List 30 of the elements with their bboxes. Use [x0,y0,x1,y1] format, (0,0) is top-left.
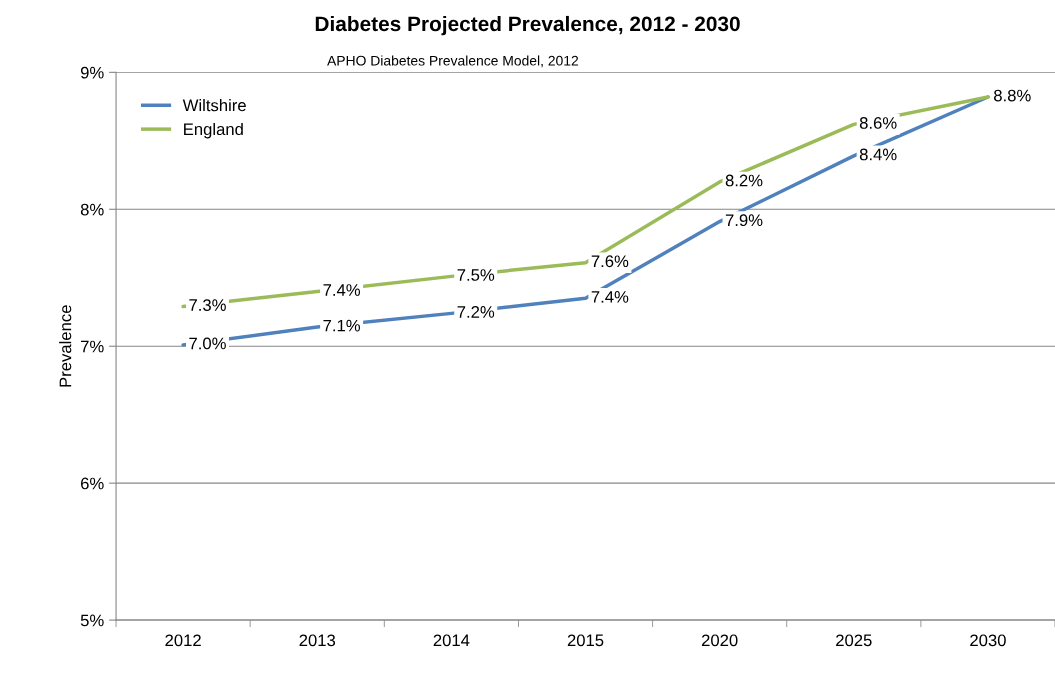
data-label: 7.6% [591,255,629,268]
y-tick-label: 6% [81,477,104,490]
legend-label: England [184,122,243,139]
chart-subtitle: APHO Diabetes Prevalence Model, 2012 [327,55,579,68]
data-label: 7.4% [323,284,361,296]
y-tick-label: 8% [80,203,104,216]
y-tick-label: 9% [80,66,104,79]
data-label: 8.6% [859,117,897,129]
data-label: 7.4% [591,291,629,303]
data-label: 8.8% [994,89,1031,102]
x-tick-label: 2020 [701,634,738,647]
x-tick-label: 2030 [970,634,1006,647]
y-axis-title: Prevalence [59,305,72,387]
x-tick-label: 2015 [567,634,604,647]
data-label: 7.5% [457,269,495,281]
x-tick-label: 2013 [299,634,336,647]
y-tick-label: 5% [80,614,104,627]
data-label: 7.1% [323,319,361,332]
data-label: 7.9% [725,214,763,227]
data-label: 7.3% [189,299,226,311]
x-tick-label: 2012 [165,634,201,647]
chart-title: Diabetes Projected Prevalence, 2012 - 2030 [315,15,740,36]
legend-label: Wiltshire [182,99,246,112]
x-tick-label: 2025 [836,634,872,647]
data-label: 8.4% [859,148,897,161]
y-tick-label: 7% [81,340,104,353]
data-label: 7.0% [189,337,226,350]
x-tick-label: 2014 [433,634,470,647]
data-label: 7.2% [457,306,495,318]
data-label: 8.2% [725,174,763,187]
